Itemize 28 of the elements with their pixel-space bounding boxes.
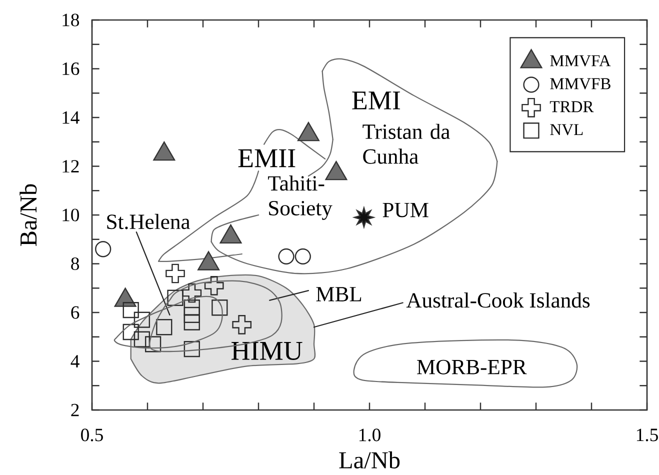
y-tick-label: 12: [62, 160, 79, 172]
annotation: Austral-Cook Islands: [406, 292, 590, 308]
y-tick-label: 10: [62, 208, 80, 222]
y-axis-title: Ba/Nb: [20, 184, 37, 246]
legend-label: NVL: [550, 124, 583, 136]
y-tick-label: 14: [62, 111, 80, 124]
y-tick-label: 2: [71, 404, 79, 416]
y-tick-label: 6: [71, 306, 80, 319]
y-tick-label: 8: [71, 257, 80, 270]
legend-label: MMVFA: [550, 55, 611, 66]
annotation: HIMU: [232, 342, 302, 360]
x-tick-label: 1.0: [359, 428, 380, 442]
annotation: EMI: [352, 92, 400, 110]
annotation: Tristan da Cunha: [362, 124, 450, 164]
annotation: EMII: [238, 149, 296, 168]
x-tick-label: 0.5: [81, 428, 103, 442]
annotation: PUM: [382, 202, 428, 218]
annotation: Tahiti-Society: [268, 175, 332, 220]
y-tick-label: 4: [70, 355, 80, 368]
annotation: MBL: [316, 287, 362, 302]
legend-label: TRDR: [550, 101, 594, 112]
y-tick-label: 18: [62, 14, 80, 26]
y-tick-label: 16: [62, 62, 80, 76]
annotation: St.Helena: [107, 214, 190, 230]
x-axis-title: La/Nb: [339, 451, 400, 468]
annotation: MORB-EPR: [417, 360, 527, 374]
x-tick-label: 1.5: [636, 428, 658, 442]
legend-label: MMVFB: [550, 78, 610, 90]
